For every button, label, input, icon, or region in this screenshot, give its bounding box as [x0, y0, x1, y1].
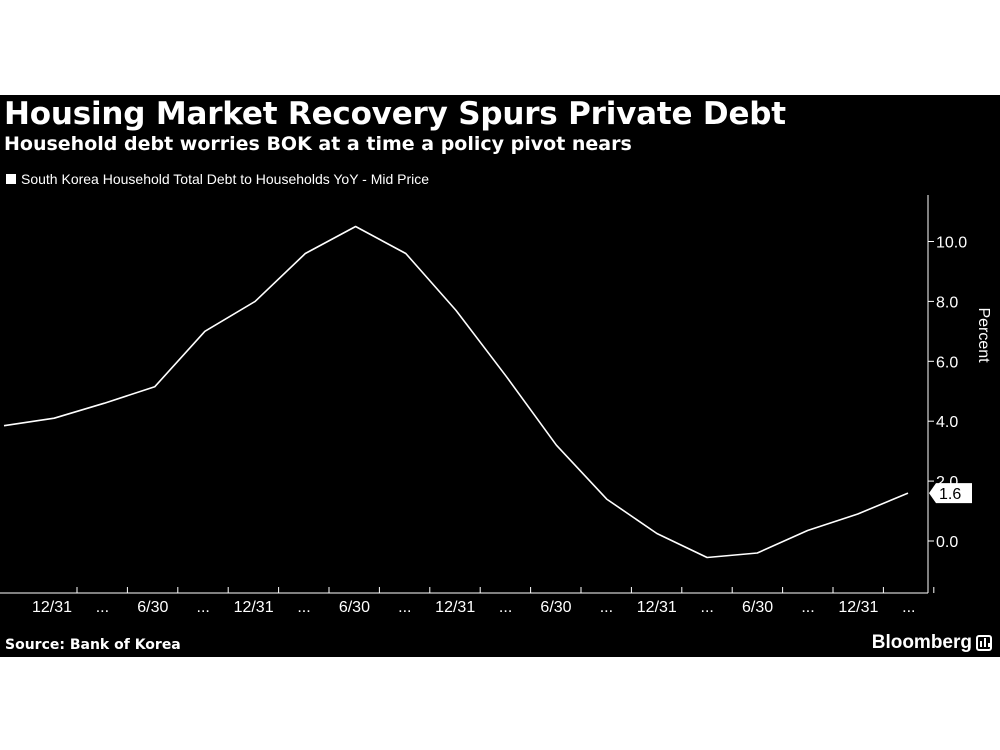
x-tick-label: 6/30 [742, 599, 773, 616]
chart-title: Housing Market Recovery Spurs Private De… [4, 96, 786, 132]
x-tick-label: 12/31 [32, 599, 72, 616]
line-chart: 12/31... 6/30... 12/31... 6/30... 12/31... 6/… [0, 195, 992, 616]
brand-name: Bloomberg [871, 632, 972, 653]
legend: South Korea Household Total Debt to Hous… [6, 171, 429, 187]
y-axis: 0.02.04.06.08.010.0 [927, 195, 967, 593]
x-tick-label: 12/31 [838, 599, 878, 616]
chart-subtitle: Household debt worries BOK at a time a p… [4, 133, 632, 155]
bloomberg-chart-icon [976, 635, 992, 651]
chart-panel: Housing Market Recovery Spurs Private De… [0, 95, 1000, 657]
last-value-label: 1.6 [939, 486, 961, 503]
y-tick-label: 0.0 [936, 534, 958, 551]
y-tick-label: 4.0 [936, 414, 958, 431]
x-tick-label: ... [96, 599, 109, 616]
x-tick-label: 12/31 [637, 599, 677, 616]
y-tick-label: 6.0 [936, 354, 958, 371]
x-tick-label: ... [499, 599, 512, 616]
y-axis-title: Percent [975, 307, 992, 363]
legend-swatch [6, 174, 16, 184]
x-tick-label: ... [701, 599, 714, 616]
brand-logo: Bloomberg [872, 632, 992, 654]
last-value-flag: 1.6 [929, 483, 972, 504]
x-tick-label: 12/31 [435, 599, 475, 616]
x-tick-label: ... [600, 599, 613, 616]
last-value-flag-shape [929, 483, 972, 504]
y-tick-label: 8.0 [936, 294, 958, 311]
x-tick-label: 6/30 [540, 599, 571, 616]
x-tick-label: ... [398, 599, 411, 616]
x-tick-label: ... [297, 599, 310, 616]
y-tick-label: 10.0 [936, 235, 967, 252]
legend-label: South Korea Household Total Debt to Hous… [21, 171, 430, 187]
x-tick-label: 12/31 [234, 599, 274, 616]
x-tick-label: 6/30 [137, 599, 168, 616]
x-tick-label: ... [197, 599, 210, 616]
source-note: Source: Bank of Korea [5, 637, 181, 653]
x-tick-label: ... [801, 599, 814, 616]
x-axis: 12/31... 6/30... 12/31... 6/30... 12/31... 6/… [0, 587, 935, 616]
series-layer [3, 225, 909, 559]
x-tick-label: ... [902, 599, 915, 616]
x-tick-label: 6/30 [339, 599, 370, 616]
series-line [3, 225, 909, 559]
